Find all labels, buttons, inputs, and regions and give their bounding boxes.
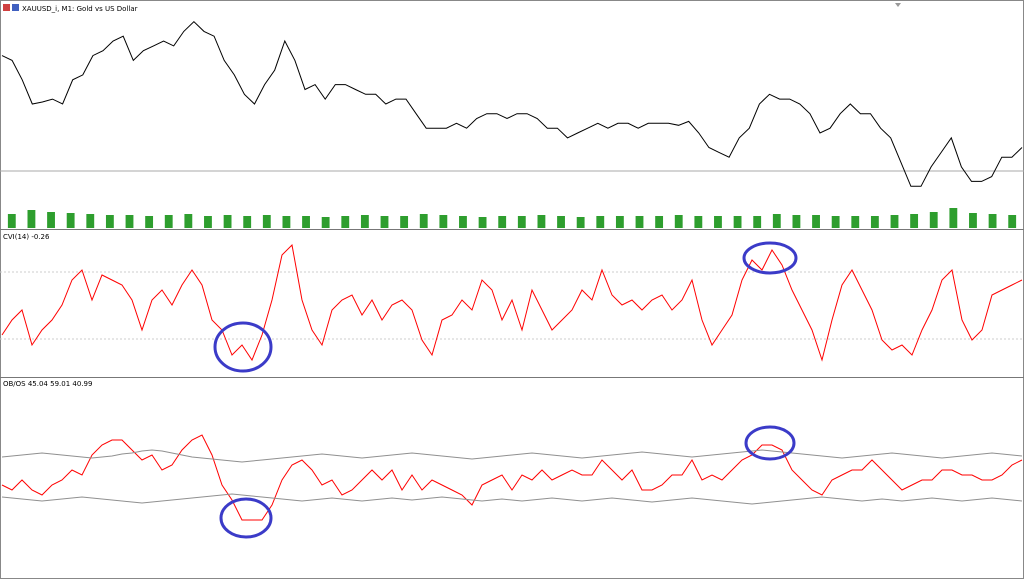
volume-bar xyxy=(596,216,605,228)
volume-bar xyxy=(1008,215,1017,228)
indicator-line xyxy=(1,434,1023,521)
indicator-line xyxy=(1,449,1023,463)
volume-bar xyxy=(635,216,644,228)
marks xyxy=(1,21,1023,521)
volume-bar xyxy=(694,216,703,228)
volume-bar xyxy=(262,215,271,228)
volume-bar xyxy=(674,215,683,228)
volume-bar xyxy=(105,215,114,228)
volume-bar xyxy=(302,216,310,228)
volume-bar xyxy=(321,217,330,228)
volume-bar xyxy=(929,212,938,228)
volume-bar xyxy=(27,210,36,228)
icon xyxy=(3,4,10,11)
indicator-title: OB/OS 45.04 59.01 40.99 xyxy=(3,380,92,388)
volume-bar xyxy=(969,213,977,228)
price-line xyxy=(1,21,1023,187)
volume-bar xyxy=(400,216,409,228)
volume-bar xyxy=(910,214,919,228)
volume-bar xyxy=(557,216,565,228)
volume-bar xyxy=(792,215,801,228)
volume-bar xyxy=(86,214,95,228)
icon xyxy=(12,4,19,11)
volume-bar xyxy=(498,216,507,228)
marker xyxy=(895,3,901,7)
volume-bar xyxy=(831,216,840,228)
volume-bar xyxy=(870,216,879,228)
volume-bar xyxy=(812,215,820,228)
volume-bar xyxy=(714,216,722,228)
volume-bar xyxy=(753,216,762,228)
volume-bar xyxy=(360,215,369,228)
volume-bar xyxy=(459,216,467,228)
volume-bar xyxy=(439,215,448,228)
volume-bar xyxy=(576,217,585,228)
annotation-circle xyxy=(219,497,273,539)
volume-bar xyxy=(145,216,154,228)
volume-bar xyxy=(243,216,252,228)
volume-bar xyxy=(7,214,16,228)
volume-bar xyxy=(125,215,134,228)
annotation-circle xyxy=(744,425,796,461)
volume-bar xyxy=(988,214,997,228)
volume-bar xyxy=(184,214,193,228)
volume-bar xyxy=(851,216,860,228)
volume-bar xyxy=(655,216,664,228)
indicator-title: CVI(14) -0.26 xyxy=(3,233,50,241)
volume-bar xyxy=(419,214,428,228)
volume-bar xyxy=(615,216,624,228)
annotations xyxy=(213,241,798,539)
price-line xyxy=(1,243,1023,362)
volume-bar xyxy=(772,214,781,228)
indicator-line xyxy=(1,493,1023,505)
volume-bar xyxy=(164,215,173,228)
volume-bar xyxy=(537,215,546,228)
volume-bar xyxy=(341,216,350,228)
chart-title: XAUUSD_i, M1: Gold vs US Dollar xyxy=(22,5,138,13)
volume-bar xyxy=(47,212,55,228)
volume-bar xyxy=(478,217,487,228)
volume-bar xyxy=(517,216,526,228)
annotation-circle xyxy=(213,321,273,373)
volume-bar xyxy=(66,213,75,228)
volume-bar xyxy=(204,216,212,228)
volume-bar xyxy=(282,216,291,228)
volume-bar xyxy=(949,208,958,228)
annotation-circle xyxy=(742,241,798,275)
volume-bar xyxy=(890,215,899,228)
volume-bar xyxy=(380,216,389,228)
volume-bar xyxy=(733,216,742,228)
volume-bar xyxy=(223,215,232,228)
